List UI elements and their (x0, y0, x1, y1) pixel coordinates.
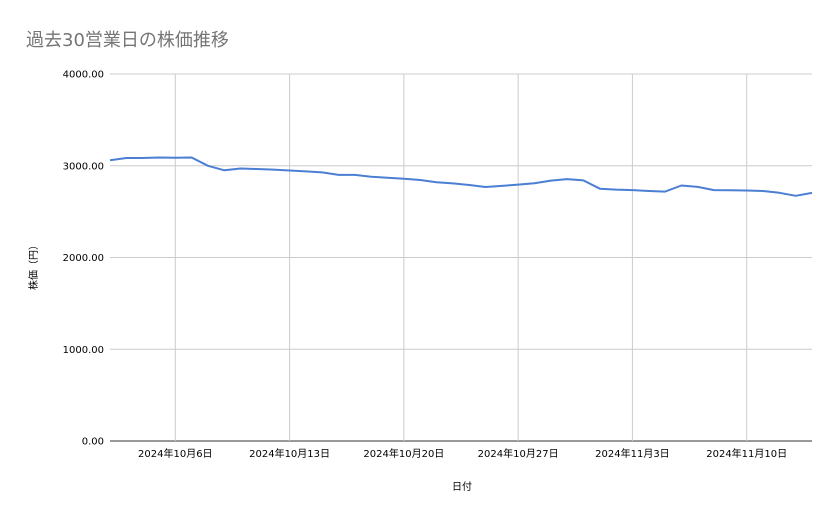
y-tick-label: 0.00 (82, 437, 104, 448)
y-tick-label: 1000.00 (63, 345, 104, 356)
grid-lines (110, 73, 812, 442)
x-tick-label: 2024年10月20日 (363, 447, 444, 460)
x-tick-label: 2024年10月6日 (138, 447, 213, 460)
chart-title: 過去30営業日の株価推移 (26, 30, 229, 51)
x-tick-label: 2024年10月13日 (249, 447, 330, 460)
x-tick-label: 2024年11月10日 (706, 447, 787, 460)
y-tick-label: 2000.00 (63, 253, 104, 264)
series-line (110, 156, 812, 197)
y-tick-label: 4000.00 (63, 70, 104, 81)
x-tick-label: 2024年11月3日 (595, 447, 670, 460)
x-tick-label: 2024年10月27日 (478, 447, 559, 460)
x-axis-title: 日付 (452, 480, 472, 493)
series-layer (110, 156, 812, 197)
x-tick-labels: 2024年10月6日 2024年10月13日 2024年10月20日 2024年10月… (138, 447, 787, 460)
y-axis-title: 株価（円） (27, 240, 40, 290)
y-tick-labels: 0.00 1000.00 2000.00 3000.00 4000.00 (63, 70, 104, 448)
y-tick-label: 3000.00 (63, 161, 104, 172)
